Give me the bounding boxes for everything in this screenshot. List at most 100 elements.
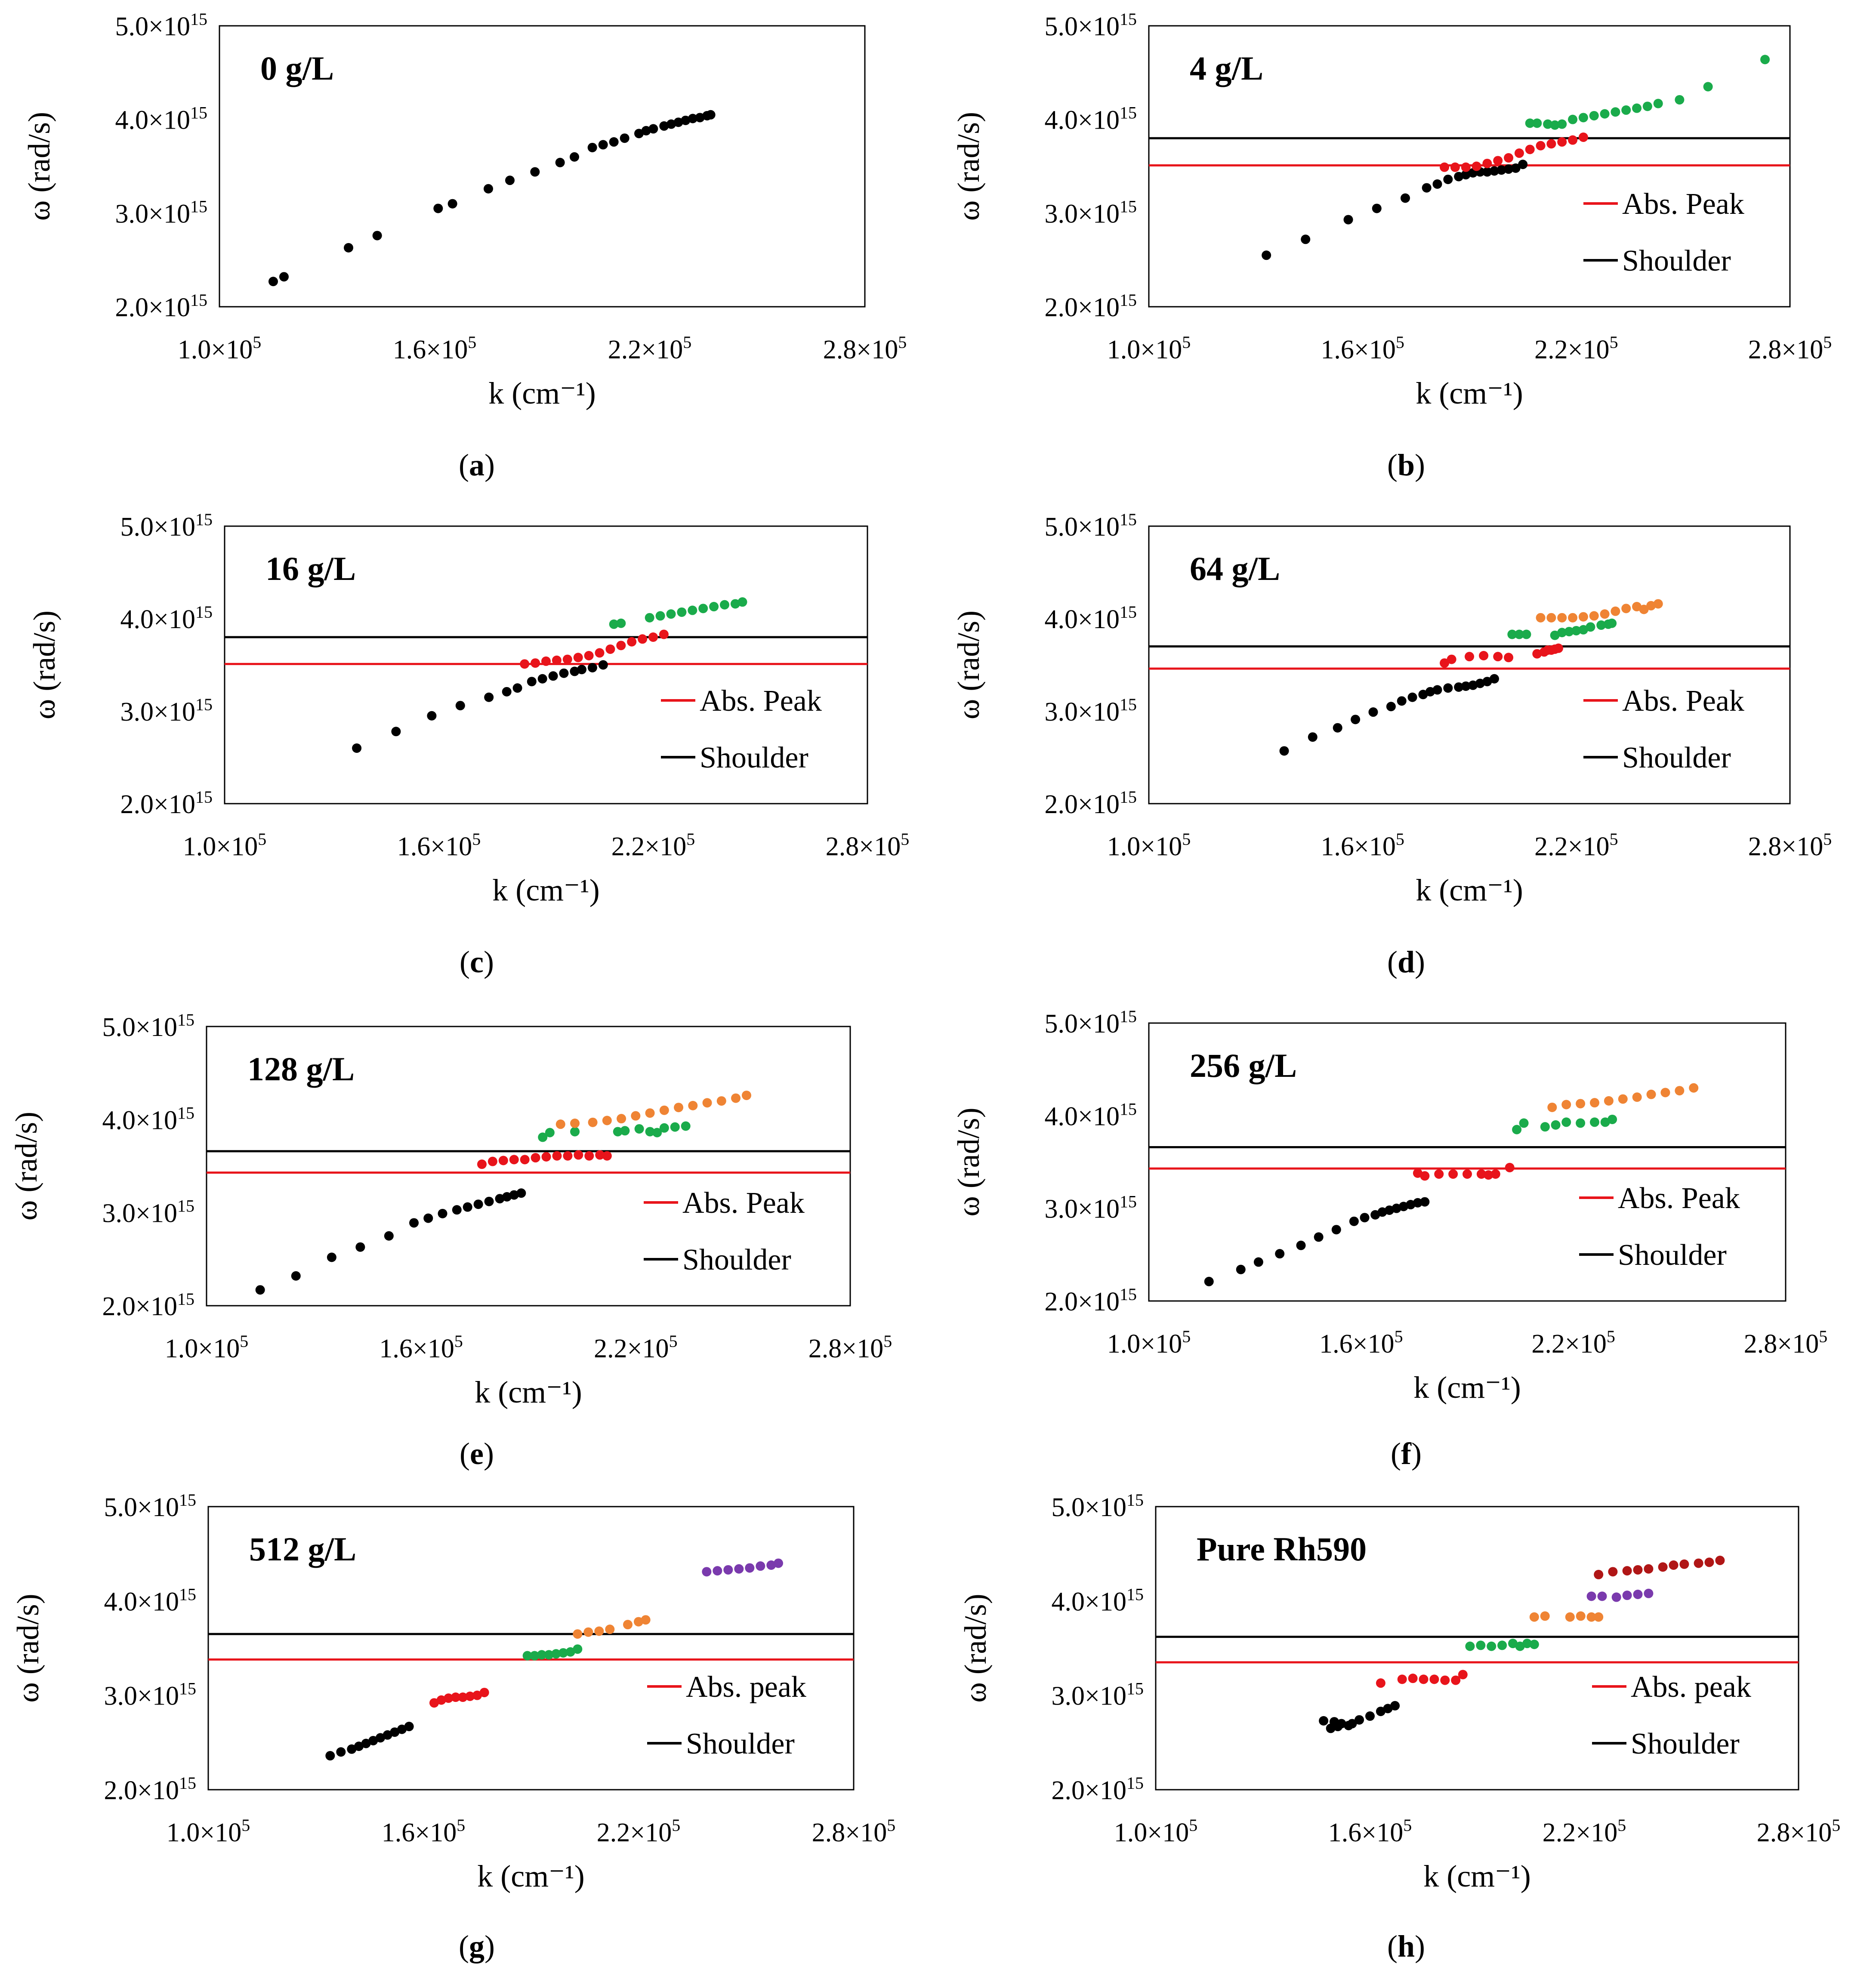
data-point: [688, 1100, 698, 1110]
data-point: [623, 1620, 633, 1630]
data-point: [488, 1156, 497, 1166]
caption-open-paren: (: [460, 945, 470, 979]
data-point: [609, 619, 619, 629]
data-point: [570, 1118, 580, 1128]
data-point: [429, 1698, 439, 1708]
x-axis-label: k (cm⁻¹): [492, 873, 600, 907]
x-tick-label: 2.2×105: [1531, 1327, 1615, 1359]
x-tick-label: 1.0×105: [183, 829, 266, 861]
data-point: [1646, 601, 1656, 610]
series-black: [325, 1722, 414, 1761]
data-point: [552, 655, 562, 665]
legend-label: Abs. peak: [686, 1671, 806, 1704]
data-point: [688, 605, 697, 615]
data-point: [1553, 643, 1563, 653]
series-black: [268, 110, 716, 287]
x-tick-mantissa: 2.2×10: [1534, 832, 1609, 861]
y-tick-label: 2.0×1015: [102, 1289, 194, 1321]
x-tick-label: 1.6×105: [397, 829, 481, 861]
data-point: [1618, 1094, 1628, 1104]
data-point: [516, 1188, 526, 1198]
data-point: [502, 687, 512, 697]
data-point: [583, 1627, 593, 1637]
y-tick-exponent: 15: [1126, 1773, 1144, 1793]
data-point: [438, 1208, 447, 1218]
data-point: [737, 597, 747, 607]
y-tick-exponent: 15: [195, 510, 213, 529]
y-tick-exponent: 15: [1120, 9, 1137, 29]
series-red: [1413, 1162, 1515, 1181]
data-point: [495, 1194, 505, 1204]
data-point: [756, 1561, 765, 1571]
caption-close-paren: ): [1415, 945, 1425, 979]
x-tick-exponent: 5: [1403, 1816, 1412, 1835]
x-tick-label: 2.2×105: [1543, 1816, 1626, 1847]
panel-title: 128 g/L: [247, 1050, 355, 1088]
x-tick-exponent: 5: [253, 333, 261, 352]
y-tick-mantissa: 3.0×10: [1045, 1195, 1120, 1224]
data-point: [268, 277, 278, 287]
data-point: [1589, 111, 1599, 120]
x-tick-exponent: 5: [1823, 829, 1832, 849]
data-point: [1482, 158, 1492, 168]
data-point: [1204, 1276, 1214, 1286]
data-point: [595, 648, 605, 658]
data-point: [594, 1626, 604, 1636]
data-point: [1646, 1089, 1656, 1099]
data-point: [1543, 119, 1553, 129]
data-point: [616, 641, 626, 650]
data-point: [1489, 674, 1499, 684]
x-tick-mantissa: 2.2×10: [597, 1818, 672, 1847]
y-tick-label: 4.0×1015: [115, 103, 207, 135]
data-point: [527, 677, 537, 687]
data-point: [731, 1093, 741, 1103]
series-orange: [1536, 599, 1663, 623]
y-tick-mantissa: 5.0×10: [104, 1493, 179, 1522]
y-tick-label: 5.0×1015: [1052, 1490, 1144, 1522]
data-point: [1611, 606, 1620, 616]
panel-caption: (a): [459, 448, 495, 482]
data-point: [688, 114, 697, 123]
y-tick-label: 3.0×1015: [102, 1196, 194, 1228]
x-tick-label: 1.6×105: [382, 1816, 465, 1847]
x-tick-mantissa: 1.6×10: [1319, 1329, 1394, 1359]
data-point: [1392, 1203, 1401, 1213]
data-point: [588, 1117, 598, 1127]
data-point: [1397, 1674, 1407, 1684]
caption-close-paren: ): [484, 1436, 494, 1471]
data-point: [1565, 1612, 1575, 1622]
data-point: [531, 1153, 540, 1163]
y-tick-mantissa: 5.0×10: [1052, 1493, 1126, 1522]
x-tick-label: 1.6×105: [1319, 1327, 1403, 1359]
data-point: [1461, 162, 1471, 172]
y-tick-exponent: 15: [190, 290, 207, 310]
data-point: [1401, 193, 1410, 203]
y-tick-exponent: 15: [1120, 510, 1137, 529]
data-point: [659, 121, 669, 131]
caption-close-paren: ): [1411, 1436, 1422, 1471]
data-point: [766, 1560, 776, 1570]
data-point: [1604, 1096, 1614, 1106]
legend-label: Abs. Peak: [1618, 1182, 1740, 1215]
x-tick-mantissa: 2.2×10: [1543, 1818, 1617, 1847]
data-point: [570, 666, 580, 676]
data-point: [552, 1151, 562, 1161]
data-point: [573, 653, 583, 663]
y-tick-mantissa: 4.0×10: [120, 605, 195, 634]
legend-label: Abs. peak: [1631, 1671, 1751, 1704]
x-tick-exponent: 5: [1182, 829, 1191, 849]
data-point: [1479, 651, 1489, 660]
data-point: [1557, 137, 1567, 147]
x-tick-label: 2.8×105: [812, 1816, 895, 1847]
data-point: [1611, 1592, 1621, 1602]
data-point: [336, 1747, 346, 1757]
caption-close-paren: ): [484, 945, 494, 979]
y-tick-exponent: 15: [190, 197, 207, 216]
x-tick-label: 2.2×105: [1534, 333, 1618, 364]
data-point: [1704, 1557, 1714, 1567]
x-tick-mantissa: 2.8×10: [1748, 832, 1823, 861]
series-green: [1465, 1639, 1539, 1651]
series-red: [1440, 133, 1588, 172]
